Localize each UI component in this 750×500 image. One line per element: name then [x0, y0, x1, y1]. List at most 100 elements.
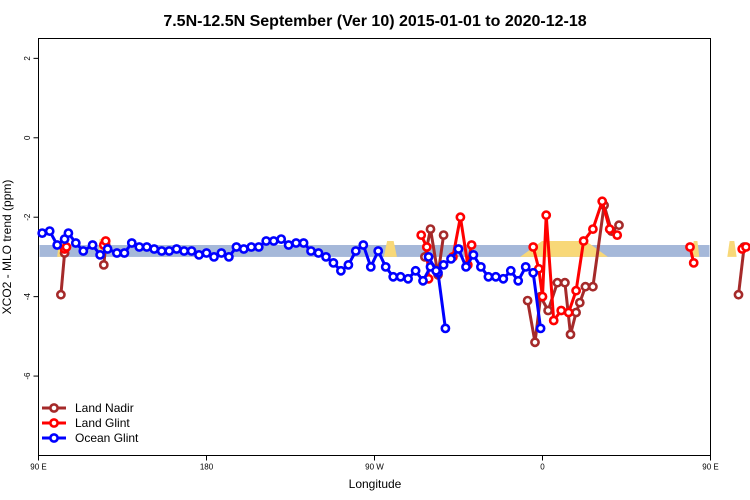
data-point — [548, 315, 559, 326]
data-point — [688, 257, 699, 268]
data-point — [612, 230, 623, 240]
data-point — [563, 307, 574, 318]
legend-label: Land Nadir — [75, 401, 134, 415]
data-point — [134, 242, 145, 252]
data-point — [466, 240, 477, 250]
data-point — [537, 291, 548, 302]
data-point — [149, 244, 160, 254]
series-line — [526, 203, 620, 344]
series-ocean-glint — [37, 226, 451, 334]
data-point — [298, 238, 309, 248]
data-point — [70, 238, 81, 248]
data-point — [223, 251, 234, 262]
y-tick-label: -2 — [23, 213, 32, 221]
data-point — [95, 249, 105, 260]
data-point — [520, 261, 531, 272]
data-point — [535, 323, 546, 334]
series-land-glint — [59, 196, 750, 326]
data-point — [425, 224, 436, 234]
data-point — [328, 257, 339, 268]
data-point — [543, 305, 553, 316]
x-tick-label: 90 W — [365, 463, 384, 472]
legend-label: Ocean Glint — [75, 431, 139, 445]
data-point — [530, 337, 540, 348]
data-point — [164, 246, 175, 256]
y-tick-label: 2 — [23, 56, 32, 61]
legend-marker — [49, 418, 59, 428]
data-point — [171, 244, 182, 254]
data-point — [321, 251, 331, 262]
data-point — [63, 228, 74, 238]
data-point — [418, 275, 428, 286]
legend-item-ocean-glint: Ocean Glint — [42, 431, 139, 445]
plot-content — [37, 196, 750, 348]
data-point — [276, 234, 287, 244]
data-point — [588, 224, 598, 234]
data-point — [565, 329, 576, 340]
data-point — [141, 242, 152, 252]
data-point — [410, 265, 421, 276]
data-point — [468, 249, 479, 260]
series-line — [59, 252, 67, 295]
data-point — [186, 246, 197, 256]
data-point — [556, 305, 567, 316]
x-tick-label: 90 E — [702, 463, 718, 472]
data-point — [403, 273, 413, 284]
data-point — [78, 246, 89, 256]
data-point — [455, 212, 466, 223]
data-point — [100, 236, 111, 246]
data-point — [119, 248, 130, 258]
data-point — [588, 281, 598, 292]
data-point — [440, 323, 451, 334]
data-point — [571, 285, 581, 296]
data-point — [571, 307, 581, 318]
data-point — [446, 253, 456, 264]
data-point — [343, 259, 354, 270]
data-point — [291, 238, 301, 248]
data-point — [490, 271, 501, 282]
data-point — [313, 248, 324, 258]
data-point — [268, 236, 279, 246]
data-point — [201, 248, 212, 258]
y-axis-label: XCO2 - MLO trend (ppm) — [0, 180, 14, 315]
x-axis: 90 E 180 90 W 0 90 E — [30, 455, 719, 472]
data-point — [614, 220, 624, 231]
legend-item-land-nadir: Land Nadir — [42, 401, 134, 415]
legend-marker — [49, 433, 59, 443]
data-point — [156, 246, 167, 256]
data-point — [44, 226, 55, 236]
data-point — [574, 297, 585, 308]
data-point — [380, 261, 391, 272]
data-point — [87, 240, 98, 250]
x-tick-label: 90 E — [30, 463, 46, 472]
data-point — [505, 265, 516, 276]
data-point — [423, 251, 434, 262]
data-point — [246, 242, 257, 252]
data-point — [52, 240, 63, 250]
data-point — [416, 230, 427, 240]
data-point — [578, 236, 589, 246]
data-point — [421, 242, 432, 252]
legend-marker — [49, 403, 59, 413]
y-tick-label: -6 — [23, 372, 32, 380]
data-point — [552, 277, 563, 288]
data-point — [358, 240, 369, 250]
data-point — [37, 228, 48, 238]
flag-mark — [727, 241, 737, 257]
data-point — [560, 277, 570, 288]
series-line — [737, 246, 746, 295]
data-point — [231, 242, 242, 252]
data-point — [604, 224, 615, 234]
flag-mark — [383, 241, 397, 257]
data-point — [461, 261, 471, 272]
data-point — [685, 242, 695, 252]
data-point — [179, 246, 189, 256]
data-point — [498, 273, 509, 284]
data-point — [438, 230, 449, 240]
data-point — [597, 196, 608, 207]
data-point — [373, 246, 384, 256]
data-point — [335, 265, 346, 276]
data-point — [216, 248, 227, 258]
series-series — [423, 244, 546, 334]
